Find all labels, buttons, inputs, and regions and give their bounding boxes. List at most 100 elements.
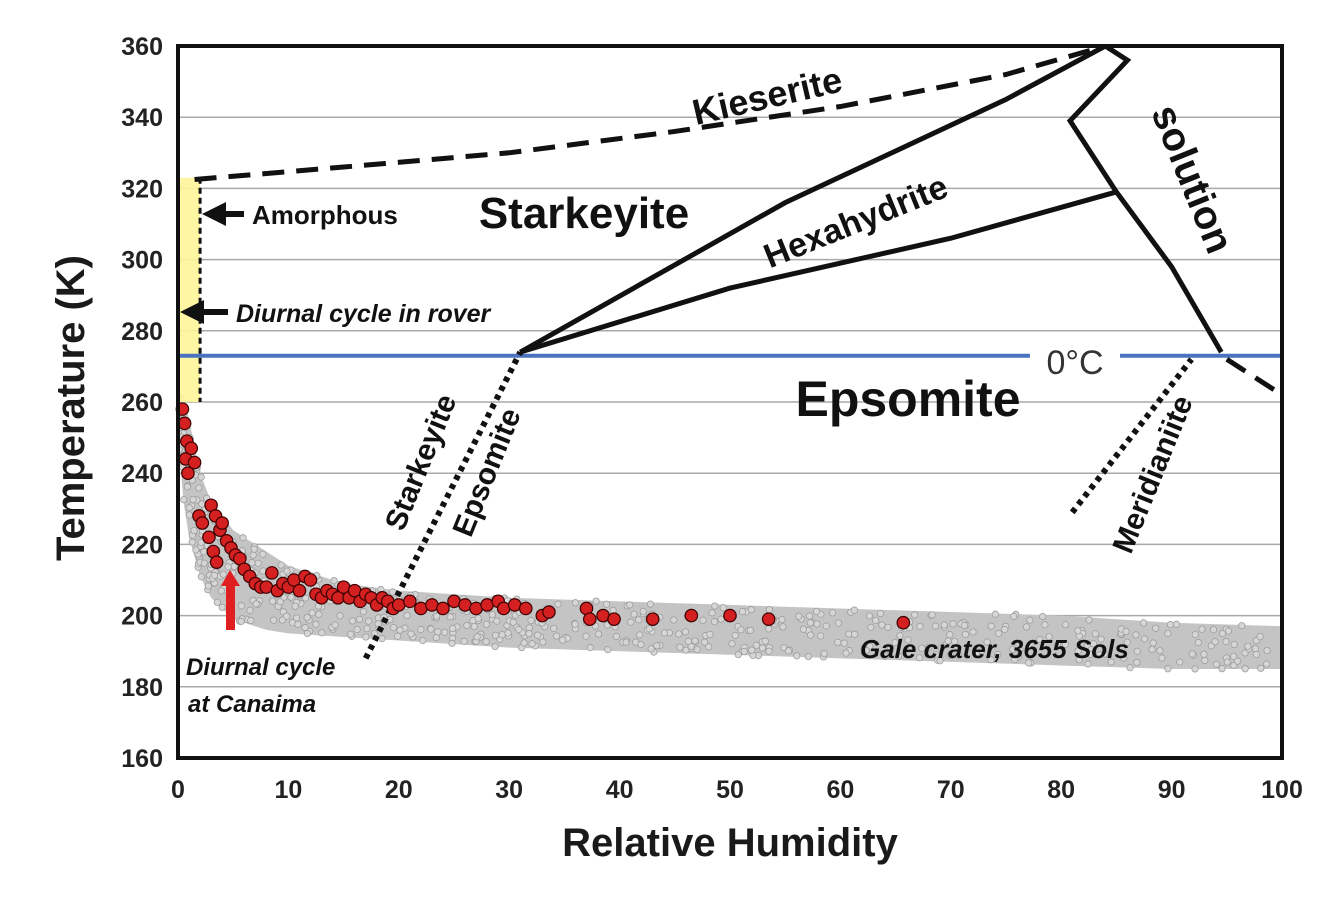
gale-point bbox=[708, 609, 716, 617]
gale-point bbox=[1132, 631, 1140, 639]
x-tick-label: 30 bbox=[495, 776, 523, 804]
gale-point bbox=[1238, 622, 1246, 630]
gale-point bbox=[1256, 632, 1264, 641]
gale-point bbox=[482, 620, 491, 628]
gale-point bbox=[740, 647, 748, 656]
gale-point bbox=[987, 656, 995, 664]
gale-point bbox=[474, 614, 482, 622]
gale-point bbox=[705, 643, 713, 651]
gale-point bbox=[850, 606, 858, 614]
y-tick-label: 360 bbox=[121, 33, 163, 61]
phase-boundary-line bbox=[363, 350, 523, 660]
gale-point bbox=[1086, 650, 1094, 658]
gale-point bbox=[765, 625, 773, 633]
gale-point bbox=[737, 626, 745, 634]
canaima-point bbox=[209, 555, 224, 569]
canaima-point bbox=[723, 608, 737, 623]
gale-point bbox=[1084, 660, 1092, 668]
gale-point bbox=[845, 630, 853, 638]
gale-point bbox=[699, 616, 707, 624]
gale-point bbox=[534, 631, 542, 639]
gale-point bbox=[738, 608, 747, 616]
gale-point bbox=[336, 612, 344, 620]
gale-point bbox=[403, 611, 411, 620]
gale-point bbox=[204, 582, 212, 590]
canaima-point bbox=[215, 516, 229, 530]
gale-point bbox=[983, 638, 991, 646]
gale-point bbox=[761, 637, 769, 645]
gale-point bbox=[185, 511, 193, 519]
gale-point bbox=[731, 631, 739, 640]
zero-celsius-label: 0°C bbox=[1046, 344, 1103, 382]
gale-point bbox=[1188, 650, 1196, 658]
phase-boundary-line bbox=[1069, 357, 1194, 515]
y-axis-title: Temperature (K) bbox=[49, 255, 93, 561]
gale-point bbox=[419, 636, 427, 645]
gale-point bbox=[1218, 665, 1226, 673]
gale-point bbox=[1107, 658, 1115, 666]
gale-point bbox=[213, 598, 221, 606]
gale-point bbox=[434, 628, 442, 636]
canaima-label-line2: at Canaima bbox=[188, 691, 316, 718]
gale-point bbox=[1133, 658, 1141, 666]
gale-point bbox=[280, 593, 288, 601]
gale-point bbox=[1025, 659, 1033, 667]
gale-point bbox=[294, 620, 302, 628]
gale-point bbox=[1224, 627, 1233, 635]
gale-point bbox=[955, 651, 963, 660]
gale-point bbox=[711, 602, 719, 610]
gale-point bbox=[407, 630, 415, 638]
gale-point bbox=[509, 618, 517, 626]
gale-point bbox=[1009, 645, 1017, 653]
y-tick-label: 200 bbox=[121, 603, 163, 631]
phase-boundary-line bbox=[1225, 357, 1282, 397]
gale-point bbox=[851, 630, 859, 638]
gale-point bbox=[291, 602, 299, 610]
amorphous-label: Amorphous bbox=[252, 200, 398, 230]
gale-point bbox=[192, 546, 200, 554]
gale-point bbox=[218, 603, 226, 611]
gale-point bbox=[248, 559, 256, 567]
gale-point bbox=[197, 573, 205, 581]
gale-point bbox=[482, 638, 490, 646]
gale-point bbox=[224, 563, 232, 571]
gale-point bbox=[550, 624, 558, 633]
amorphous-fill bbox=[178, 177, 201, 402]
gale-point bbox=[539, 638, 547, 646]
gale-point bbox=[717, 615, 725, 623]
gale-point bbox=[925, 643, 933, 651]
y-tick-label: 220 bbox=[121, 531, 163, 559]
gale-point bbox=[449, 624, 457, 633]
gale-point bbox=[684, 637, 693, 645]
gale-point bbox=[1123, 638, 1131, 646]
gale-point bbox=[1133, 647, 1141, 655]
canaima-point bbox=[761, 612, 776, 626]
gale-point bbox=[946, 651, 954, 659]
gale-point bbox=[865, 612, 874, 620]
gale-point bbox=[355, 615, 364, 623]
gale-point bbox=[1126, 664, 1134, 672]
gale-point bbox=[378, 634, 386, 643]
gale-point bbox=[896, 632, 904, 640]
gale-point bbox=[1091, 630, 1099, 638]
gale-point bbox=[1198, 625, 1206, 633]
gale-point bbox=[491, 642, 499, 651]
gale-point bbox=[315, 610, 323, 618]
gale-point bbox=[282, 612, 291, 620]
gale-point bbox=[1016, 646, 1024, 654]
gale-point bbox=[200, 559, 208, 567]
x-tick-label: 0 bbox=[171, 776, 185, 804]
gale-point bbox=[219, 570, 227, 578]
canaima-point bbox=[436, 601, 450, 616]
gale-point bbox=[1251, 644, 1259, 653]
gale-point bbox=[448, 639, 456, 647]
canaima-label-line1: Diurnal cycle bbox=[186, 654, 335, 681]
gale-point bbox=[359, 608, 367, 616]
gale-point bbox=[594, 630, 603, 638]
gale-point bbox=[1045, 633, 1053, 641]
gale-point bbox=[1233, 657, 1242, 665]
gale-point bbox=[1074, 647, 1082, 655]
canaima-point bbox=[265, 566, 279, 580]
gale-point bbox=[1241, 665, 1249, 673]
gale-point bbox=[876, 609, 885, 618]
